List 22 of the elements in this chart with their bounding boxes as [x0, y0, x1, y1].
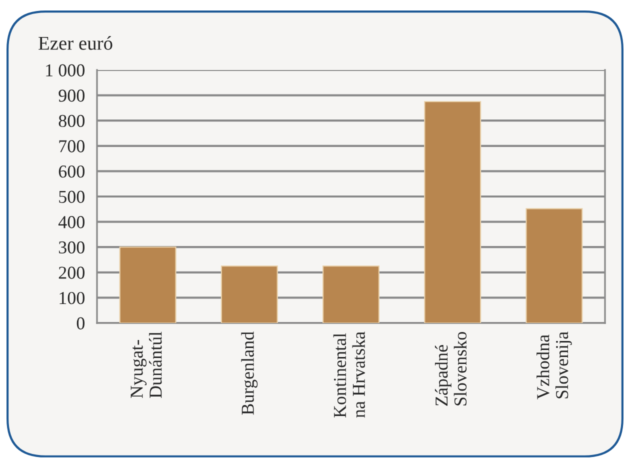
bar: [119, 246, 176, 323]
y-tick-label: 200: [58, 266, 85, 279]
y-tick-label: 800: [58, 114, 85, 128]
y-tick-label: 700: [59, 140, 85, 152]
x-tick-label: Vzhodna Slovenija: [536, 332, 572, 400]
bar: [424, 101, 482, 323]
y-tick-label: 0: [76, 317, 85, 330]
bar: [526, 208, 583, 323]
y-tick-label: 600: [58, 165, 85, 178]
y-tick-label: 500: [59, 190, 85, 203]
x-tick-label: Západné Slovensko: [434, 332, 467, 406]
x-tick-label: Kontinental na Hrvatska: [333, 332, 365, 418]
y-tick-label: 1 000: [46, 64, 85, 76]
y-axis-title: Ezer euró: [38, 36, 112, 50]
x-tick-label: Nyugat- Dunántúl: [130, 332, 162, 398]
y-tick-label: 100: [60, 292, 85, 304]
bar: [220, 266, 278, 323]
bar: [322, 266, 380, 323]
x-tick-label: Burgenland: [241, 332, 258, 415]
y-tick-label: 400: [58, 216, 85, 228]
y-tick-label: 900: [58, 90, 85, 102]
y-tick-label: 300: [58, 241, 85, 254]
